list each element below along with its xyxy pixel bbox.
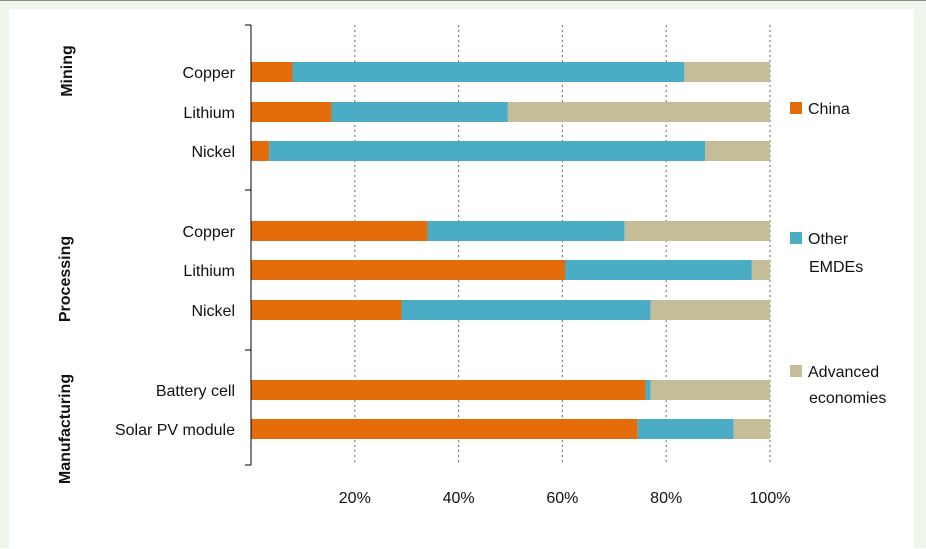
legend-swatch-1 [790, 232, 802, 244]
bar-processing-lithium-s0 [251, 260, 565, 280]
legend-label: economies [809, 390, 886, 407]
legend-label: Other [808, 231, 849, 248]
bar-mining-nickel-s2 [705, 141, 770, 161]
legend-swatch-0 [790, 102, 802, 114]
group-label-manufacturing: Manufacturing [57, 374, 74, 484]
category-label: Nickel [191, 303, 235, 320]
category-label: Copper [183, 65, 236, 82]
bar-mining-lithium-s1 [331, 102, 508, 122]
bar-mining-lithium-s2 [507, 102, 770, 122]
bar-mining-copper-s2 [684, 62, 770, 82]
bar-processing-copper-s1 [427, 221, 625, 241]
bar-manufacturing-solar-pv-module-s0 [251, 419, 638, 439]
bar-manufacturing-battery-cell-s2 [650, 380, 770, 400]
bar-mining-lithium-s0 [251, 102, 332, 122]
bar-processing-nickel-s0 [251, 300, 402, 320]
bar-manufacturing-solar-pv-module-s2 [733, 419, 770, 439]
group-label-processing: Processing [57, 236, 74, 322]
bar-processing-nickel-s1 [401, 300, 651, 320]
bar-manufacturing-battery-cell-s0 [251, 380, 646, 400]
bar-processing-nickel-s2 [650, 300, 770, 320]
x-tick-label: 100% [750, 490, 791, 507]
bar-processing-copper-s2 [624, 221, 770, 241]
x-tick-label: 80% [650, 490, 682, 507]
legend-label: China [808, 101, 850, 118]
legend-label: Advanced [808, 364, 879, 381]
bar-mining-copper-s1 [292, 62, 685, 82]
x-tick-label: 60% [546, 490, 578, 507]
bar-processing-lithium-s2 [751, 260, 770, 280]
category-label: Lithium [183, 263, 235, 280]
category-label: Lithium [183, 105, 235, 122]
stacked-bar-chart: Copper Lithium Nickel Mining Copper Lithium Ni… [57, 24, 886, 507]
category-label: Nickel [191, 144, 235, 161]
x-tick-label: 20% [339, 490, 371, 507]
chart-panel: Copper Lithium Nickel Mining Copper Lithium Ni… [9, 9, 914, 549]
bar-mining-nickel-s1 [269, 141, 706, 161]
legend-label: EMDEs [809, 259, 863, 276]
x-tick-label: 40% [443, 490, 475, 507]
bar-mining-nickel-s0 [251, 141, 270, 161]
legend-swatch-2 [790, 365, 802, 377]
bar-manufacturing-solar-pv-module-s1 [637, 419, 734, 439]
bar-manufacturing-battery-cell-s1 [645, 380, 651, 400]
category-label: Solar PV module [115, 422, 235, 439]
group-label-mining: Mining [59, 45, 76, 97]
bar-processing-lithium-s1 [564, 260, 752, 280]
bar-processing-copper-s0 [251, 221, 428, 241]
category-label: Battery cell [156, 383, 235, 400]
category-label: Copper [183, 224, 236, 241]
bar-mining-copper-s0 [251, 62, 293, 82]
